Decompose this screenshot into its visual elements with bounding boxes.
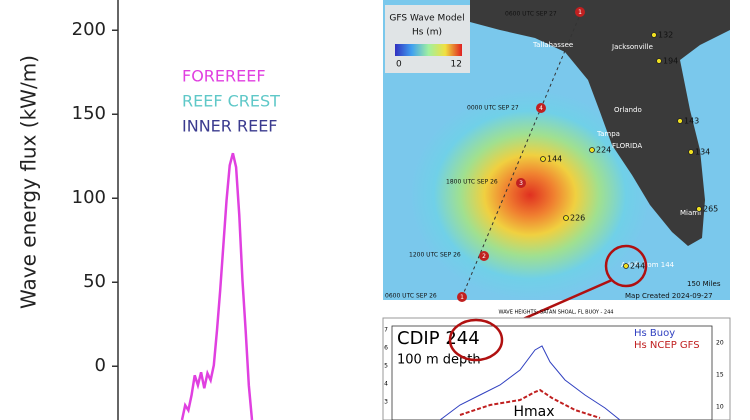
buoy-label: 144 xyxy=(547,155,562,164)
city-label: Tampa xyxy=(596,130,620,138)
adrift-label: Adrift from 144 xyxy=(621,261,675,269)
city-label: Tallahassee xyxy=(532,41,573,49)
y-tick-label: 0 xyxy=(95,355,106,376)
buoy-marker xyxy=(696,206,702,212)
buoy-label: 244 xyxy=(630,262,645,271)
colorbar xyxy=(395,44,462,56)
buoy-marker xyxy=(677,118,683,124)
city-label: Jacksonville xyxy=(611,43,653,51)
storm-marker xyxy=(516,178,526,188)
buoy-label: 143 xyxy=(684,117,699,126)
legend-entry: FOREREEF xyxy=(182,67,266,86)
buoy-marker xyxy=(688,149,694,155)
inset-left-tick: 3 xyxy=(384,399,388,406)
map: GFS Wave Model Hs (m) 0 12 Adrift from 1… xyxy=(383,0,730,332)
storm-number: 1 xyxy=(460,294,464,301)
land xyxy=(470,0,730,246)
created-label: Map Created 2024-09-27 xyxy=(625,292,713,300)
storm-marker xyxy=(536,103,546,113)
inset-right-tick: 15 xyxy=(716,372,724,379)
storm-number: 3 xyxy=(519,180,523,187)
buoy-marker xyxy=(563,215,569,221)
track-label: 0600 UTC SEP 27 xyxy=(505,11,557,18)
wave-field xyxy=(410,90,650,300)
inset-left-tick: 5 xyxy=(384,363,388,370)
legend-title: GFS Wave Model xyxy=(389,14,464,24)
legend-buoy: Hs Buoy xyxy=(634,328,675,339)
y-tick-label: 150 xyxy=(72,103,106,124)
scale-min: 0 xyxy=(396,60,402,70)
buoy-curve xyxy=(439,345,621,420)
buoy-label: 226 xyxy=(570,214,585,223)
inset-left-tick: 7 xyxy=(384,327,388,334)
legend-unit: Hs (m) xyxy=(412,28,442,38)
city-label: Orlando xyxy=(614,106,642,114)
storm-number: 1 xyxy=(578,9,582,16)
flux-chart: Wave energy flux (kW/m) 0 50 100 150 200 FORE… xyxy=(17,0,280,420)
buoy-marker xyxy=(623,263,629,269)
buoy-label: 265 xyxy=(703,205,718,214)
station-label: CDIP 244 xyxy=(397,328,480,349)
inset-axes xyxy=(391,325,713,420)
storm-marker xyxy=(457,292,467,302)
track-label: 0600 UTC SEP 26 xyxy=(385,293,437,300)
buoy-marker xyxy=(540,156,546,162)
storm-number: 2 xyxy=(482,253,486,260)
inset-panel xyxy=(382,317,731,420)
storm-number: 4 xyxy=(539,105,543,112)
inset-title: WAVE HEIGHTS: SATAN SHOAL, FL BUOY - 244 xyxy=(499,310,614,316)
track-label: 1200 UTC SEP 26 xyxy=(409,252,461,259)
city-label: Miami xyxy=(680,209,701,217)
y-tick-label: 100 xyxy=(72,187,106,208)
track-label: 0000 UTC SEP 27 xyxy=(467,105,519,112)
buoy-label: 194 xyxy=(663,57,678,66)
city-label: FLORIDA xyxy=(612,142,642,150)
buoy-label: 132 xyxy=(658,31,673,40)
legend-gfs: Hs NCEP GFS xyxy=(634,340,700,351)
buoy-label: 224 xyxy=(596,146,611,155)
buoy-label: 134 xyxy=(695,148,710,157)
station-circle xyxy=(448,318,504,362)
buoy-marker xyxy=(589,147,595,153)
buoy-marker xyxy=(656,58,662,64)
y-axis-label: Wave energy flux (kW/m) xyxy=(17,55,41,309)
track-label: 1800 UTC SEP 26 xyxy=(446,179,498,186)
legend-entry: INNER REEF xyxy=(182,117,278,136)
map-legend xyxy=(385,5,470,73)
storm-track xyxy=(461,9,583,298)
inset-right-tick: 10 xyxy=(716,404,724,411)
storm-marker xyxy=(575,7,585,17)
scale-label: 150 Miles xyxy=(687,280,721,288)
scale-max: 12 xyxy=(451,60,462,70)
highlight-circle xyxy=(604,244,648,288)
storm-marker xyxy=(479,251,489,261)
buoy-marker xyxy=(651,32,657,38)
series-line xyxy=(180,152,254,420)
gfs-curve xyxy=(459,388,601,419)
y-tick-label: 50 xyxy=(83,271,106,292)
y-tick-label: 200 xyxy=(72,19,106,40)
inset-right-tick: 20 xyxy=(716,340,724,347)
inset: WAVE HEIGHTS: SATAN SHOAL, FL BUOY - 244… xyxy=(382,310,731,420)
inset-left-tick: 6 xyxy=(384,345,388,352)
hmax-label: Hmax xyxy=(513,404,554,420)
inset-left-tick: 4 xyxy=(384,381,388,388)
legend-entry: REEF CREST xyxy=(182,92,280,111)
